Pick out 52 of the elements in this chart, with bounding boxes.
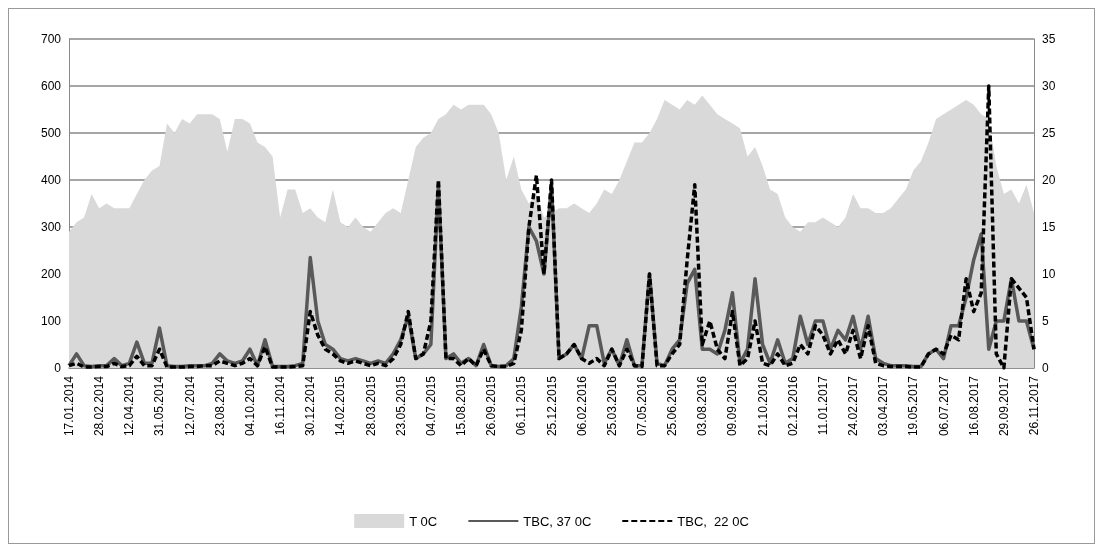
legend-label: TBC, 37 0C xyxy=(523,513,592,529)
y-tick-label: 200 xyxy=(40,267,62,281)
y2-tick-label: 15 xyxy=(1042,220,1056,234)
x-tick-label: 06.11.2015 xyxy=(514,375,529,436)
x-tick-label: 31.05.2014 xyxy=(152,375,167,437)
y2-tick-label: 20 xyxy=(1042,173,1056,187)
x-tick-label: 15.08.2015 xyxy=(454,375,469,437)
y-tick-label: 500 xyxy=(40,126,62,140)
x-tick-label: 23.05.2015 xyxy=(393,375,408,437)
x-tick-label: 23.08.2014 xyxy=(212,375,227,437)
x-tick-label: 11.01.2017 xyxy=(815,375,830,436)
x-tick-label: 03.04.2017 xyxy=(876,375,891,437)
x-tick-label: 30.12.2014 xyxy=(303,375,318,437)
x-tick-label: 06.07.2017 xyxy=(936,375,951,437)
x-tick-label: 25.03.2016 xyxy=(604,375,619,437)
x-tick-label: 14.02.2015 xyxy=(333,375,348,437)
y2-tick-label: 10 xyxy=(1042,267,1056,281)
x-tick-label: 28.02.2014 xyxy=(92,375,107,437)
y-tick-label: 700 xyxy=(40,32,62,46)
x-tick-label: 26.11.2017 xyxy=(1027,375,1041,436)
x-tick-label: 12.04.2014 xyxy=(122,375,137,437)
x-tick-label: 17.01.2014 xyxy=(62,375,76,437)
y-tick-label: 600 xyxy=(40,79,62,93)
x-tick-label: 16.11.2014 xyxy=(273,375,288,436)
y2-tick-label: 30 xyxy=(1042,79,1056,93)
y2-tick-label: 25 xyxy=(1042,126,1056,140)
x-tick-label: 12.07.2014 xyxy=(182,375,197,437)
x-tick-label: 04.10.2014 xyxy=(242,375,257,437)
y-tick-label: 100 xyxy=(40,314,62,328)
x-tick-label: 09.09.2016 xyxy=(725,375,740,437)
x-tick-label: 28.03.2015 xyxy=(363,375,378,437)
y-tick-label: 400 xyxy=(40,173,62,187)
y-tick-label: 0 xyxy=(54,361,62,375)
y2-tick-label: 35 xyxy=(1042,32,1056,46)
legend-label: TBC, 22 0C xyxy=(677,513,749,529)
x-tick-label: 21.10.2016 xyxy=(755,375,770,437)
x-tick-label: 26.09.2015 xyxy=(484,375,499,437)
legend-label: T 0C xyxy=(409,513,438,529)
x-tick-label: 07.05.2016 xyxy=(634,375,649,437)
x-tick-label: 02.12.2016 xyxy=(785,375,800,437)
y2-tick-label: 0 xyxy=(1042,361,1049,375)
x-tick-label: 19.05.2017 xyxy=(906,375,921,437)
x-tick-label: 06.02.2016 xyxy=(574,375,589,437)
x-tick-label: 03.08.2016 xyxy=(695,375,710,437)
x-tick-label: 25.12.2015 xyxy=(544,375,559,437)
x-tick-label: 04.07.2015 xyxy=(423,375,438,437)
x-tick-label: 24.02.2017 xyxy=(846,375,861,437)
x-tick-label: 25.06.2016 xyxy=(665,375,680,437)
y-tick-label: 300 xyxy=(40,220,62,234)
y2-tick-label: 5 xyxy=(1042,314,1049,328)
x-tick-label: 29.09.2017 xyxy=(996,375,1011,437)
x-tick-label: 16.08.2017 xyxy=(966,375,981,437)
